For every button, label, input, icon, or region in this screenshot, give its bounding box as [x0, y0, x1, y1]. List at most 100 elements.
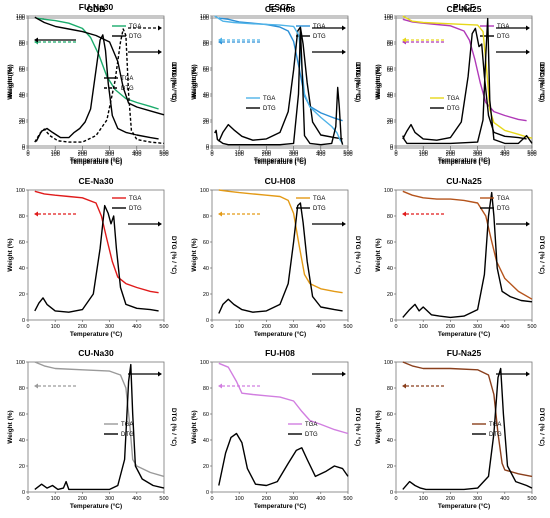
axis-arrow-head-right — [342, 221, 346, 227]
series-line-tga — [218, 17, 343, 122]
legend-label-tga: TGA — [447, 96, 459, 102]
y-tick-label: 100 — [200, 14, 209, 20]
y-tick-label: 60 — [203, 66, 209, 72]
chart-title: CE-Na25 — [447, 4, 482, 14]
y-tick-label: 20 — [387, 120, 393, 126]
x-tick-label: 300 — [473, 150, 482, 156]
chart-svg: CU-Na30 0 100 200 300 400 500 0 20 40 60 80 100 Tempe… — [7, 348, 178, 510]
y-tick-label: 20 — [387, 118, 393, 124]
series-line-tga — [218, 189, 343, 294]
x-tick-label: 300 — [473, 152, 482, 158]
y-axis-label: Weight (%) — [7, 238, 14, 271]
chart-panel-cu-na25: CU-Na25 0 100 200 300 400 500 0 20 40 60 80 100 Tempe… — [372, 174, 548, 344]
y-axis-label: Weight (%) — [191, 410, 198, 443]
x-tick-label: 300 — [473, 496, 482, 502]
chart-title: CE-Na30 — [79, 176, 114, 186]
x-axis-label: Temperature (°C) — [70, 502, 122, 510]
x-tick-label: 100 — [51, 150, 60, 156]
y-tick-label: 40 — [203, 94, 209, 100]
x-tick-label: 300 — [473, 324, 482, 330]
x-tick-label: 500 — [527, 152, 536, 158]
y-tick-label: 80 — [19, 386, 25, 392]
x-tick-label: 0 — [394, 152, 397, 158]
axis-arrow-head-left — [218, 211, 222, 217]
chart-title: CU-Na25 — [446, 176, 482, 186]
x-axis-label: Temperature (°C) — [70, 158, 122, 166]
y-tick-label: 0 — [390, 490, 393, 496]
y-tick-label: 20 — [387, 464, 393, 470]
y-tick-label: 0 — [390, 318, 393, 324]
y2-axis-label: DTG (% / °C) — [170, 64, 178, 102]
y-tick-label: 60 — [387, 240, 393, 246]
y-tick-label: 80 — [19, 40, 25, 46]
y-tick-label: 100 — [200, 16, 209, 22]
y-tick-label: 20 — [387, 292, 393, 298]
y-tick-label: 60 — [19, 412, 25, 418]
chart-panel-escf: ESCF 0 100 200 300 400 500 0 20 40 60 80 100 Temperat… — [188, 0, 364, 170]
legend-label-dtg: DTG — [497, 34, 510, 40]
y-axis-label: Weight (%) — [7, 410, 14, 443]
y-tick-label: 80 — [387, 40, 393, 46]
x-tick-label: 400 — [132, 496, 141, 502]
x-tick-label: 400 — [500, 150, 509, 156]
series-line-dtg — [35, 34, 159, 142]
x-tick-label: 100 — [51, 496, 60, 502]
y-tick-label: 0 — [22, 490, 25, 496]
series-line-dtg — [402, 17, 533, 145]
axis-arrow-head-right — [158, 49, 162, 55]
y-tick-label: 20 — [19, 120, 25, 126]
x-tick-label: 100 — [419, 152, 428, 158]
y-tick-label: 20 — [19, 118, 25, 124]
x-tick-label: 500 — [159, 496, 168, 502]
y-tick-label: 80 — [203, 386, 209, 392]
axis-arrow-head-right — [342, 49, 346, 55]
legend-label-tga: TGA — [489, 422, 501, 428]
x-tick-label: 500 — [343, 496, 352, 502]
x-axis-label: Temperature (°C) — [254, 502, 306, 510]
x-tick-label: 200 — [446, 152, 455, 158]
legend-label-tga: TGA — [263, 96, 275, 102]
legend-label-tga: TGA — [497, 196, 509, 202]
y-axis-label: Weight (%) — [7, 66, 14, 99]
x-tick-label: 300 — [105, 496, 114, 502]
series-line-dtg — [34, 28, 165, 145]
x-tick-label: 300 — [105, 152, 114, 158]
y2-axis-label: DTG (% / °C) — [170, 62, 178, 100]
x-axis-label: Temperature (°C) — [254, 156, 306, 164]
y-tick-label: 40 — [19, 92, 25, 98]
x-tick-label: 300 — [105, 324, 114, 330]
x-tick-label: 0 — [394, 150, 397, 156]
chart-title: FU-H08 — [265, 348, 295, 358]
x-tick-label: 0 — [26, 496, 29, 502]
x-tick-label: 400 — [500, 496, 509, 502]
y2-axis-label: DTG (% / °C) — [538, 64, 546, 102]
axis-arrow-head-left — [402, 37, 406, 43]
y-tick-label: 40 — [387, 94, 393, 100]
x-axis-label: Temperature (°C) — [438, 502, 490, 510]
x-axis-label: Temperature (°C) — [254, 158, 306, 166]
x-tick-label: 200 — [78, 150, 87, 156]
axis-arrow-head-left — [218, 37, 222, 43]
chart-title: FU-Na25 — [447, 348, 482, 358]
series-line-tga — [402, 361, 533, 478]
legend-label-dtg: DTG — [489, 432, 502, 438]
legend-label-dtg: DTG — [305, 432, 318, 438]
axis-arrow-head-right — [158, 221, 162, 227]
x-tick-label: 0 — [26, 152, 29, 158]
plot-frame — [27, 15, 165, 147]
axis-arrow-head-left — [34, 37, 38, 43]
chart-panel-ce-na25: CE-Na25 0 100 200 300 400 500 0 20 40 60 80 100 Tempe… — [372, 2, 548, 172]
y-tick-label: 60 — [19, 66, 25, 72]
chart-panel-fu-na25: FU-Na25 0 100 200 300 400 500 0 20 40 60 80 100 Tempe… — [372, 346, 548, 516]
y-tick-label: 20 — [203, 292, 209, 298]
chart-panel-fu-h08: FU-H08 0 100 200 300 400 500 0 20 40 60 80 100 Temper… — [188, 346, 364, 516]
y-tick-label: 60 — [387, 68, 393, 74]
chart-panel-cu-h08: CU-H08 0 100 200 300 400 500 0 20 40 60 80 100 Temper… — [188, 174, 364, 344]
series-line-dtg — [402, 191, 533, 319]
legend-label-dtg: DTG — [447, 106, 460, 112]
y-axis-label: Weight (%) — [191, 64, 198, 97]
x-tick-label: 100 — [235, 152, 244, 158]
legend-label-tga: TGA — [497, 24, 509, 30]
y-axis-label: Weight (%) — [375, 66, 382, 99]
x-tick-label: 100 — [51, 152, 60, 158]
